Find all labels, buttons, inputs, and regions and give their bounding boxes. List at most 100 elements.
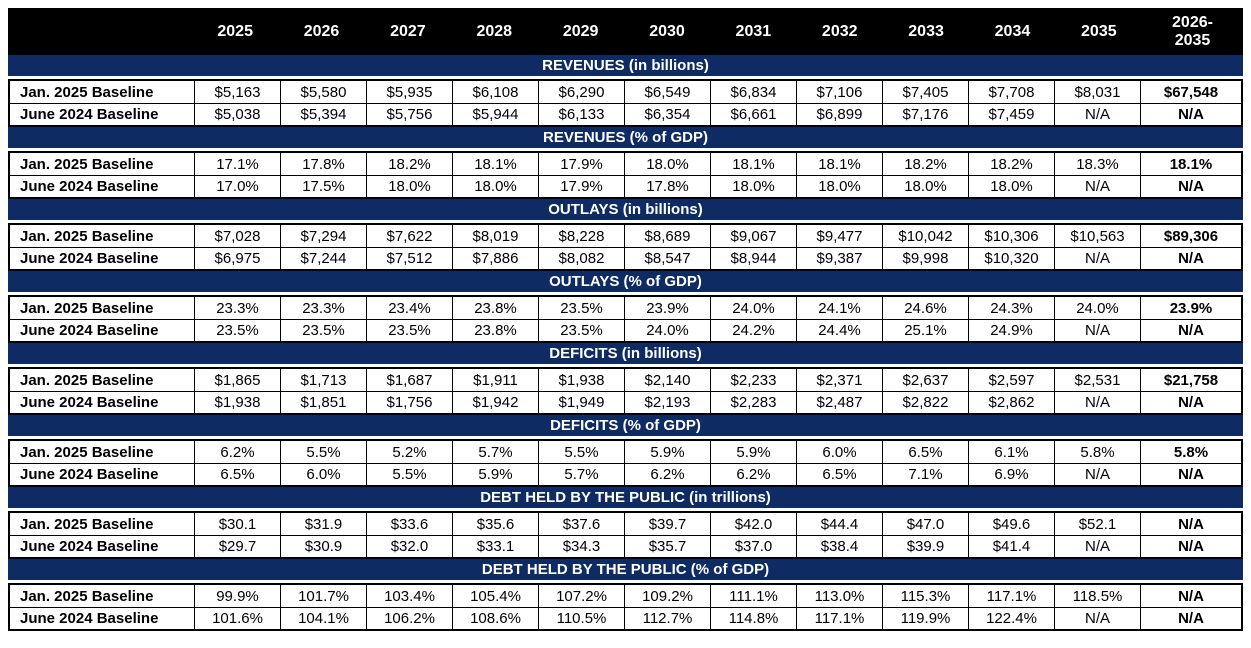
year-header-label: 2028 [476,22,513,40]
value-cell: $30.9 [280,536,366,557]
value-cell: 5.5% [538,441,624,463]
value-cell: $7,512 [366,248,452,269]
value-cell: 24.6% [882,297,968,319]
year-header-label: 2033 [908,22,944,40]
year-header-2027: 2027 [365,8,451,55]
value-cell: $8,689 [624,225,710,247]
value-cell: N/A [1140,464,1241,485]
value-cell: $7,459 [968,104,1054,125]
value-cell: 24.2% [710,320,796,341]
value-cell: $37.6 [538,513,624,535]
value-cell: 119.9% [882,608,968,629]
year-header-2029: 2029 [537,8,623,55]
section-title: DEBT HELD BY THE PUBLIC (% of GDP) [481,561,770,578]
value-cell: 17.5% [280,176,366,197]
value-cell: 17.8% [624,176,710,197]
row-label: June 2024 Baseline [20,106,159,123]
row-label: June 2024 Baseline [20,178,159,195]
value-cell: 23.9% [624,297,710,319]
value-cell: $32.0 [366,536,452,557]
value-cell: N/A [1054,608,1140,629]
section-band-deficits-of-gdp: DEFICITS (% of GDP) [8,415,1243,436]
section-rows-debt-held-by-the-public-in-trillions: Jan. 2025 Baseline $30.1 $31.9 $33.6 $35.6 $3… [8,511,1243,559]
section-rows-deficits-in-billions: Jan. 2025 Baseline $1,865 $1,713 $1,687 $1,9… [8,367,1243,415]
value-cell: 23.4% [366,297,452,319]
value-cell: 106.2% [366,608,452,629]
value-cell: $67,548 [1140,81,1241,103]
value-cell: $5,756 [366,104,452,125]
value-cell: $1,756 [366,392,452,413]
value-cell: 108.6% [452,608,538,629]
value-cell: 25.1% [882,320,968,341]
value-cell: 23.8% [452,297,538,319]
value-cell: $29.7 [194,536,280,557]
value-cell: 6.2% [624,464,710,485]
value-cell: N/A [1140,176,1241,197]
value-cell: $5,935 [366,81,452,103]
value-cell: N/A [1140,608,1241,629]
value-cell: $2,487 [796,392,882,413]
value-cell: 118.5% [1054,585,1140,607]
value-cell: 5.8% [1054,441,1140,463]
value-cell: $6,899 [796,104,882,125]
value-cell: 17.8% [280,153,366,175]
value-cell: $2,597 [968,369,1054,391]
value-cell: $10,563 [1054,225,1140,247]
value-cell: 6.2% [194,441,280,463]
value-cell: 18.2% [968,153,1054,175]
value-cell: 5.7% [452,441,538,463]
value-cell: $9,477 [796,225,882,247]
value-cell: N/A [1140,320,1241,341]
section-band-debt-held-by-the-public-of-gdp: DEBT HELD BY THE PUBLIC (% of GDP) [8,559,1243,580]
year-header-2028: 2028 [451,8,537,55]
table-row: Jan. 2025 Baseline 99.9% 101.7% 103.4% 105.4… [10,585,1241,607]
table-row: Jan. 2025 Baseline 6.2% 5.5% 5.2% 5.7% 5.5% 5.… [10,441,1241,463]
value-cell: 17.9% [538,153,624,175]
value-cell: 5.2% [366,441,452,463]
value-cell: 23.5% [194,320,280,341]
value-cell: $35.7 [624,536,710,557]
value-cell: $6,549 [624,81,710,103]
value-cell: N/A [1140,248,1241,269]
year-header-label: 2027 [390,22,426,40]
value-cell: $21,758 [1140,369,1241,391]
table-row: June 2024 Baseline $6,975 $7,244 $7,512 $7,8… [10,247,1241,269]
table-row: Jan. 2025 Baseline 17.1% 17.8% 18.2% 18.1% 17… [10,153,1241,175]
value-cell: $7,405 [882,81,968,103]
value-cell: 5.7% [538,464,624,485]
value-cell: 17.1% [194,153,280,175]
section-title: DEFICITS (in billions) [549,345,702,362]
value-cell: 18.3% [1054,153,1140,175]
value-cell: $7,176 [882,104,968,125]
year-header-label: 2029 [562,22,599,40]
value-cell: 18.0% [968,176,1054,197]
value-cell: $6,975 [194,248,280,269]
value-cell: 24.9% [968,320,1054,341]
value-cell: 110.5% [538,608,624,629]
value-cell: $7,708 [968,81,1054,103]
value-cell: 6.1% [968,441,1054,463]
row-label: Jan. 2025 Baseline [20,515,154,533]
table-row: Jan. 2025 Baseline $7,028 $7,294 $7,622 $8,0… [10,225,1241,247]
row-label: June 2024 Baseline [20,466,159,483]
section-title: REVENUES (in billions) [542,57,709,74]
year-header-2031: 2031 [710,8,796,55]
section-title: REVENUES (% of GDP) [542,129,708,146]
section-band-revenues-in-billions: REVENUES (in billions) [8,55,1243,76]
row-label: June 2024 Baseline [20,610,159,627]
value-cell: $41.4 [968,536,1054,557]
year-header-label: 2034 [994,22,1031,40]
value-cell: 18.2% [366,153,452,175]
section-rows-revenues-in-billions: Jan. 2025 Baseline $5,163 $5,580 $5,935 $6,1… [8,79,1243,127]
row-label: Jan. 2025 Baseline [20,587,154,605]
row-label: Jan. 2025 Baseline [20,83,154,101]
value-cell: $7,028 [194,225,280,247]
corner-cell [8,8,192,55]
table-row: June 2024 Baseline 101.6% 104.1% 106.2% 108.… [10,607,1241,629]
value-cell: 23.3% [194,297,280,319]
value-cell: 18.0% [882,176,968,197]
table-row: June 2024 Baseline 6.5% 6.0% 5.5% 5.9% 5.7% 6.… [10,463,1241,485]
value-cell: $31.9 [280,513,366,535]
value-cell: $5,163 [194,81,280,103]
value-cell: $52.1 [1054,513,1140,535]
